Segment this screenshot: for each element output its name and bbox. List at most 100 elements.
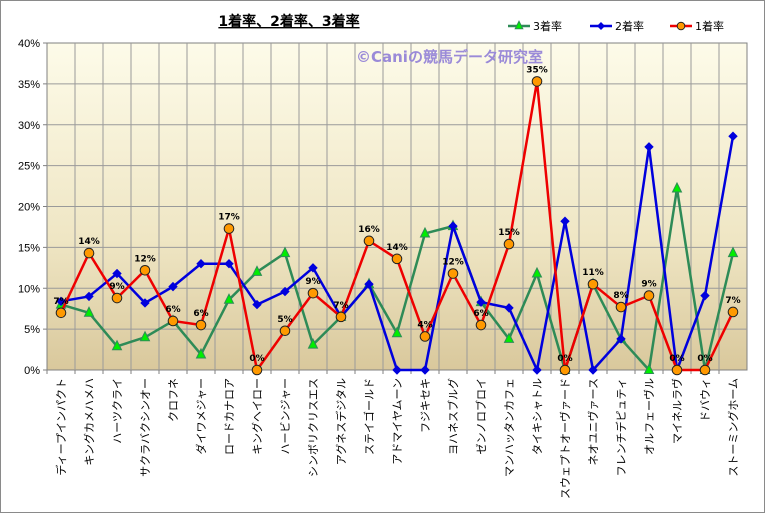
- y-tick-label: 10%: [18, 283, 40, 295]
- point-marker-1st: [195, 319, 207, 331]
- point-marker-3rd: [111, 339, 123, 351]
- category-label: ネオユニヴァース: [586, 378, 600, 465]
- data-label: 4%: [417, 320, 432, 330]
- point-marker-2nd: [700, 290, 710, 301]
- category-label: ダイワメジャー: [194, 378, 208, 454]
- category-label: クロフネ: [167, 378, 180, 422]
- point-marker-3rd: [279, 246, 291, 258]
- data-label: 7%: [53, 297, 68, 307]
- point-marker-2nd: [364, 279, 374, 289]
- data-label: 6%: [473, 309, 488, 319]
- point-marker-3rd: [503, 332, 515, 343]
- y-tick-label: 35%: [18, 79, 40, 91]
- data-label: 11%: [582, 268, 604, 278]
- series-layer: [55, 76, 739, 376]
- point-marker-1st: [279, 325, 291, 337]
- point-marker-1st: [559, 364, 571, 376]
- point-marker-1st: [55, 307, 67, 319]
- y-tick-label: 5%: [24, 324, 40, 336]
- point-marker-3rd: [223, 293, 235, 304]
- grid-lines: [47, 43, 747, 370]
- point-marker-1st: [531, 76, 543, 87]
- series-2着率: [56, 131, 738, 375]
- point-marker-2nd: [588, 365, 598, 375]
- point-marker-2nd: [168, 281, 178, 292]
- point-marker-2nd: [560, 216, 570, 226]
- category-label: キングヘイロー: [250, 378, 264, 455]
- legend-item: 1着率: [670, 19, 724, 33]
- data-labels: 7% 14% 9% 12% 6% 6% 17% 0% 5% 9% 7% 16% 14% 4% 12% 6% 15…: [53, 65, 740, 364]
- point-marker-2nd: [644, 142, 654, 152]
- point-marker-2nd: [84, 291, 94, 302]
- data-label: 7%: [333, 301, 348, 311]
- point-marker-2nd: [476, 297, 486, 307]
- category-label: ハーツクライ: [111, 378, 124, 444]
- point-marker-2nd: [308, 263, 318, 273]
- point-marker-2nd: [532, 365, 542, 375]
- category-label: オルフェーヴル: [642, 378, 656, 455]
- category-label: アグネスデジタル: [334, 378, 348, 465]
- point-marker-1st: [223, 223, 235, 234]
- y-tick-label: 20%: [18, 202, 40, 214]
- point-marker-1st: [671, 364, 683, 376]
- category-label: ヨハネスブルグ: [446, 378, 460, 455]
- legend-item: 2着率: [590, 19, 644, 33]
- legend-label: 3着率: [533, 19, 562, 33]
- point-marker-3rd: [643, 363, 655, 374]
- data-label: 14%: [78, 237, 100, 247]
- point-marker-3rd: [195, 347, 207, 359]
- point-marker-3rd: [727, 246, 739, 258]
- point-marker-1st: [447, 268, 459, 279]
- data-label: 6%: [165, 305, 180, 315]
- legend-item: 3着率: [508, 19, 562, 33]
- point-marker-3rd: [139, 330, 151, 342]
- point-marker-2nd: [728, 131, 738, 141]
- point-marker-2nd: [224, 259, 234, 269]
- category-label: ディープインパクト: [54, 378, 68, 476]
- point-marker-3rd: [671, 181, 683, 193]
- data-label: 16%: [358, 225, 380, 235]
- point-marker-1st: [83, 247, 95, 259]
- data-label: 35%: [526, 65, 548, 75]
- point-marker-1st: [727, 306, 739, 318]
- watermark: ©Caniの競馬データ研究室: [356, 48, 543, 66]
- data-label: 6%: [193, 309, 208, 319]
- point-marker-2nd: [504, 303, 514, 313]
- category-label: アドマイヤムーン: [391, 378, 404, 465]
- category-label: マンハッタンカフェ: [503, 378, 516, 477]
- data-label: 0%: [669, 354, 684, 364]
- point-marker-1st: [391, 253, 403, 265]
- category-label: キングカメハメハ: [82, 378, 96, 466]
- category-label: タイキシャトル: [531, 378, 544, 455]
- point-marker-2nd: [596, 21, 606, 31]
- point-marker-2nd: [392, 365, 402, 375]
- point-marker-1st: [139, 264, 151, 276]
- category-label: ハービンジャー: [279, 378, 292, 454]
- category-label: フジキセキ: [419, 378, 432, 433]
- data-label: 5%: [277, 315, 292, 325]
- data-label: 12%: [134, 254, 156, 264]
- point-marker-1st: [167, 315, 179, 327]
- data-label: 17%: [218, 213, 240, 223]
- point-marker-1st: [676, 21, 686, 31]
- y-tick-label: 40%: [18, 38, 40, 50]
- y-tick-label: 25%: [18, 161, 40, 173]
- data-label: 0%: [697, 354, 712, 364]
- category-label: ドバウィ: [699, 378, 712, 422]
- data-label: 9%: [109, 282, 124, 292]
- data-label: 12%: [442, 258, 464, 268]
- point-marker-2nd: [196, 259, 206, 269]
- x-axis: ディープインパクト キングカメハメハ ハーツクライ サクラバクシンオー クロフネ ダイワメ…: [46, 370, 740, 499]
- series-1着率: [55, 76, 739, 376]
- category-label: ステイゴールド: [362, 378, 376, 455]
- point-marker-3rd: [83, 306, 95, 317]
- point-marker-1st: [587, 278, 599, 290]
- data-label: 14%: [386, 243, 408, 253]
- category-label: フレンチデピュティ: [614, 378, 628, 476]
- point-marker-1st: [363, 235, 375, 247]
- chart-title: 1着率、2着率、3着率: [218, 13, 359, 30]
- category-label: スウェプトオーヴァード: [558, 378, 572, 499]
- category-label: ロードカナロア: [223, 378, 236, 455]
- point-marker-3rd: [514, 20, 524, 30]
